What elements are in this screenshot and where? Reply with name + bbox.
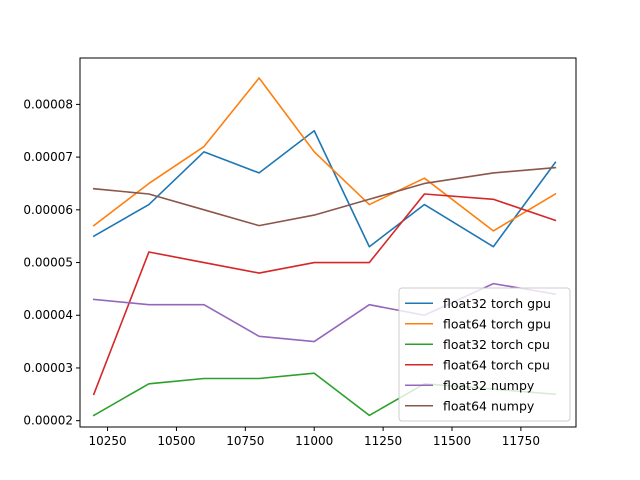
legend: float32 torch gpu float64 torch gpu float3… xyxy=(398,287,571,422)
series-line-5 xyxy=(92,166,557,227)
series-line-3 xyxy=(92,193,557,396)
y-tick-label: 0.00007 xyxy=(23,150,73,164)
legend-label: float64 torch gpu xyxy=(443,316,551,331)
legend-label: float64 numpy xyxy=(443,398,535,413)
legend-box xyxy=(398,287,571,422)
axes: 10250 10500 10750 11000 11250 11500 11750 0.000… xyxy=(23,57,577,448)
x-tick-label: 11000 xyxy=(295,434,333,448)
x-tick-label: 10500 xyxy=(157,434,195,448)
y-tick-label: 0.00003 xyxy=(23,361,73,375)
legend-label: float32 torch cpu xyxy=(443,337,550,352)
y-tick-label: 0.00005 xyxy=(23,256,73,270)
x-tick-label: 10750 xyxy=(226,434,264,448)
plot-area xyxy=(92,77,557,417)
series-line-1 xyxy=(92,77,557,232)
legend-label: float64 torch cpu xyxy=(443,357,550,372)
x-tick-label: 11250 xyxy=(364,434,402,448)
x-tick-label: 10250 xyxy=(88,434,126,448)
x-tick-label: 11750 xyxy=(502,434,540,448)
y-tick-label: 0.00002 xyxy=(23,414,73,428)
legend-label: float32 numpy xyxy=(443,378,535,393)
y-tick-label: 0.00004 xyxy=(23,308,73,322)
y-tick-label: 0.00006 xyxy=(23,203,73,217)
axes-frame xyxy=(79,57,577,428)
x-tick-label: 11500 xyxy=(433,434,471,448)
series-line-0 xyxy=(92,129,557,248)
legend-label: float32 torch gpu xyxy=(443,296,551,311)
y-tick-label: 0.00008 xyxy=(23,97,73,111)
